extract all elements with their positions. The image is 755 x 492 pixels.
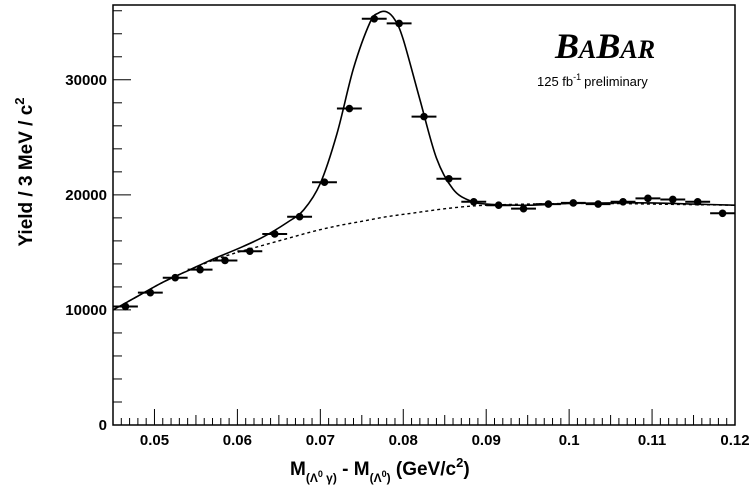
data-point xyxy=(619,197,627,206)
data-point xyxy=(320,178,329,187)
data-point xyxy=(146,288,155,297)
x-tick-label: 0.07 xyxy=(306,432,335,449)
x-tick-label: 0.05 xyxy=(140,432,169,449)
y-axis-title: Yield / 3 MeV / c2 xyxy=(12,97,37,246)
data-point xyxy=(494,201,503,210)
data-point xyxy=(445,174,453,183)
data-point xyxy=(420,112,428,121)
data-point xyxy=(345,104,354,113)
data-point xyxy=(569,199,578,207)
y-tick-label: 30000 xyxy=(65,72,107,89)
x-tick-label: 0.06 xyxy=(223,432,252,449)
x-axis: 0.05 0.06 0.07 0.08 0.09 0.1 0.11 0.12 xyxy=(112,409,750,449)
data-points xyxy=(113,15,735,311)
data-point xyxy=(246,247,254,256)
data-point xyxy=(469,197,478,206)
data-point xyxy=(370,15,379,23)
data-point xyxy=(669,195,677,204)
data-point xyxy=(221,256,229,265)
data-point xyxy=(171,273,179,282)
plot-frame xyxy=(112,4,736,426)
data-point xyxy=(121,302,130,311)
data-point xyxy=(395,19,403,28)
data-point xyxy=(544,200,553,208)
y-tick-label: 20000 xyxy=(65,187,107,204)
data-point xyxy=(718,209,727,218)
data-point xyxy=(196,265,204,274)
x-tick-label: 0.11 xyxy=(638,432,666,449)
y-tick-label: 0 xyxy=(99,417,107,434)
data-point xyxy=(693,197,702,206)
x-axis-title: M(Λ0 γ) - M(Λ0) (GeV/c2) xyxy=(290,455,470,485)
plot-border xyxy=(112,4,736,426)
x-tick-label: 0.1 xyxy=(559,432,580,449)
y-axis: 0 10000 20000 30000 xyxy=(65,10,131,434)
luminosity-label: 125 fb-1 preliminary xyxy=(537,72,648,89)
y-tick-label: 10000 xyxy=(65,302,107,319)
background-curve xyxy=(112,202,736,311)
data-point xyxy=(594,200,602,208)
data-point xyxy=(519,204,528,213)
data-point xyxy=(295,212,304,221)
x-tick-label: 0.09 xyxy=(472,432,501,449)
babar-logo: BABAR xyxy=(554,26,655,66)
x-tick-label: 0.08 xyxy=(389,432,418,449)
data-point xyxy=(270,230,279,238)
data-point xyxy=(644,194,652,203)
x-tick-label: 0.12 xyxy=(720,432,749,449)
